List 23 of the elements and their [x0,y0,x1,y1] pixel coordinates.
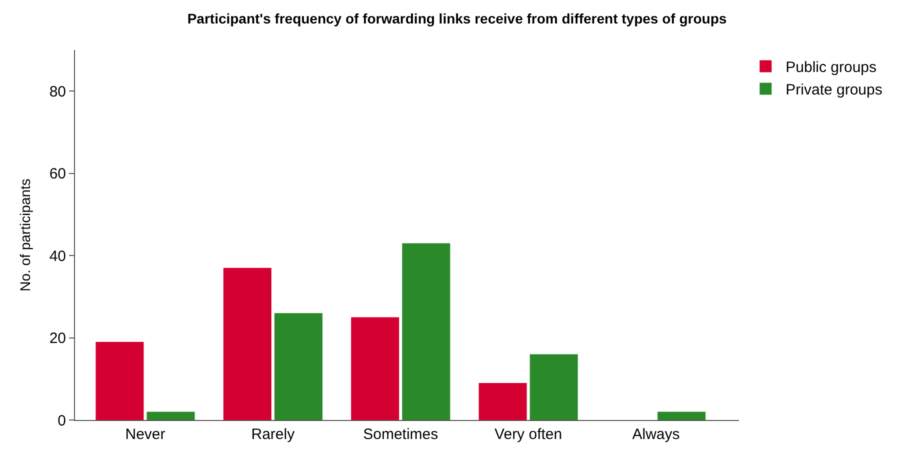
x-tick-label: Very often [494,426,562,443]
bar [146,412,195,420]
legend-label: Public groups [786,59,877,76]
bar [96,342,144,420]
bar [274,313,322,420]
x-tick-label: Rarely [251,426,296,443]
y-axis-title: No. of participants [16,178,33,292]
x-tick-label: Never [125,426,166,443]
chart-title: Participant's frequency of forwarding links receive from different types of groups [187,10,727,26]
y-tick-label: 60 [49,166,66,183]
y-tick-label: 80 [49,83,66,100]
y-tick-label: 0 [58,412,66,430]
bar [223,268,272,420]
legend-label: Private groups [786,82,882,99]
bar [478,383,527,420]
x-tick-label: Always [632,426,680,443]
y-tick-label: 40 [49,248,66,265]
bar [402,243,450,420]
y-tick-label: 20 [49,330,66,348]
bar [530,354,578,420]
bar [658,412,706,420]
bar [351,317,400,420]
x-tick-label: Sometimes [363,426,438,443]
